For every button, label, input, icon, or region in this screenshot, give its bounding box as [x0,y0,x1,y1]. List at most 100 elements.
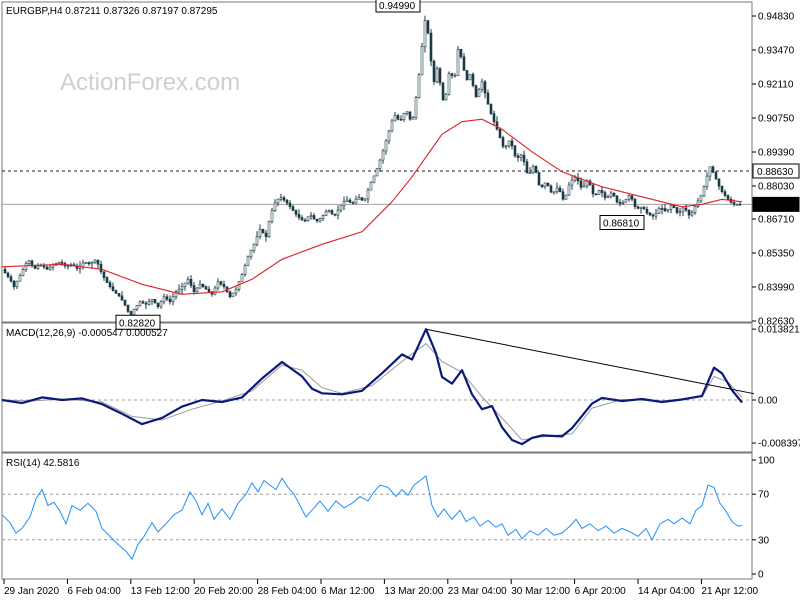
price-annotations: 0.94990 0.86810 0.82820 [115,0,645,330]
candle-body [738,203,742,206]
candle-body [153,298,157,304]
candle-body [543,182,547,188]
candle-body [51,264,55,268]
candle-body [450,73,454,76]
candle-body [198,283,202,289]
candle-body [27,260,31,264]
candle-body [567,184,571,196]
time-tick-label: 28 Feb 04:00 [258,586,317,597]
candle-body [111,286,115,291]
candle-body [57,261,61,264]
candle-body [708,166,712,177]
candle-body [201,283,205,288]
candle-body [249,250,253,258]
candle-body [324,211,328,216]
candle-body [666,208,670,212]
candle-body [297,213,301,218]
price-annotation-box [599,215,645,230]
candle-body [732,202,736,205]
candle-body [234,288,238,294]
candle-body [216,281,220,289]
candle-body [135,305,139,310]
candle-body [432,60,436,83]
price-axis: 0.94830 0.93470 0.92110 0.90750 0.89390 0.880… [752,12,795,328]
candle-body [411,117,415,120]
candle-body [261,228,265,234]
candle-body [279,197,283,200]
candle-body [294,210,298,215]
candle-body [102,271,106,278]
macd-axis: 0.013821 0.00 -0.008397 [2,325,800,450]
candle-body [117,293,121,297]
price-tick-label: 0.83990 [758,283,795,294]
candle-body [36,265,40,269]
candle-body [441,82,445,101]
candle-body [360,197,364,201]
candle-body [477,88,481,98]
price-level-label: 0.87295 [757,200,794,211]
rsi-panel-header: RSI(14) 42.5816 [6,458,80,469]
candle-body [693,206,697,213]
candle-body [252,243,256,251]
candle-body [219,281,223,285]
candle-body [516,155,520,158]
candle-body [528,172,532,174]
candle-body [282,197,286,201]
candle-body [366,189,370,200]
time-tick-label: 30 Mar 12:00 [511,586,570,597]
candle-body [462,56,466,71]
price-annotation-label: 0.86810 [603,219,640,230]
candle-body [285,199,289,204]
candle-body [84,262,88,264]
candle-body [414,97,418,118]
candle-body [603,192,607,198]
candle-body [369,181,373,191]
candle-body [138,301,142,306]
candle-body [222,283,226,288]
price-tick-label: 0.85350 [758,249,795,260]
candle-body [705,175,709,188]
moving-average-line [1,118,743,295]
candle-body [684,207,688,211]
rsi-tick-label: 30 [758,535,770,546]
macd-trendline [425,328,755,395]
candle-body [192,285,196,293]
candle-body [306,216,310,221]
candle-body [378,159,382,170]
candle-body [648,212,652,216]
candle-body [120,295,124,301]
candle-body [702,186,706,197]
candle-body [696,200,700,207]
candle-body [597,190,601,195]
candle-body [60,261,64,264]
candle-body [651,214,655,217]
candle-body [468,73,472,81]
candle-body [405,111,409,114]
candle-body [591,184,595,195]
candle-body [672,205,676,208]
candle-body [489,103,493,114]
candle-body [303,219,307,222]
candle-body [504,145,508,148]
candle-body [429,32,433,62]
candle-body [150,298,154,303]
candle-body [720,185,724,193]
price-annotation-box [115,314,161,330]
candle-body [513,145,517,157]
candle-body [582,185,586,188]
candle-body [555,187,559,193]
candle-body [12,280,16,288]
candle-body [474,85,478,98]
candle-body [342,201,346,206]
candle-body [519,154,523,158]
candle-body [126,304,130,312]
candle-body [726,195,730,200]
candle-body [447,73,451,95]
time-tick-label: 13 Mar 20:00 [384,586,443,597]
time-tick-label: 6 Mar 12:00 [321,586,375,597]
price-annotation-label: 0.94990 [379,1,416,12]
candle-body [675,207,679,213]
candle-body [90,262,94,265]
candle-body [399,118,403,121]
